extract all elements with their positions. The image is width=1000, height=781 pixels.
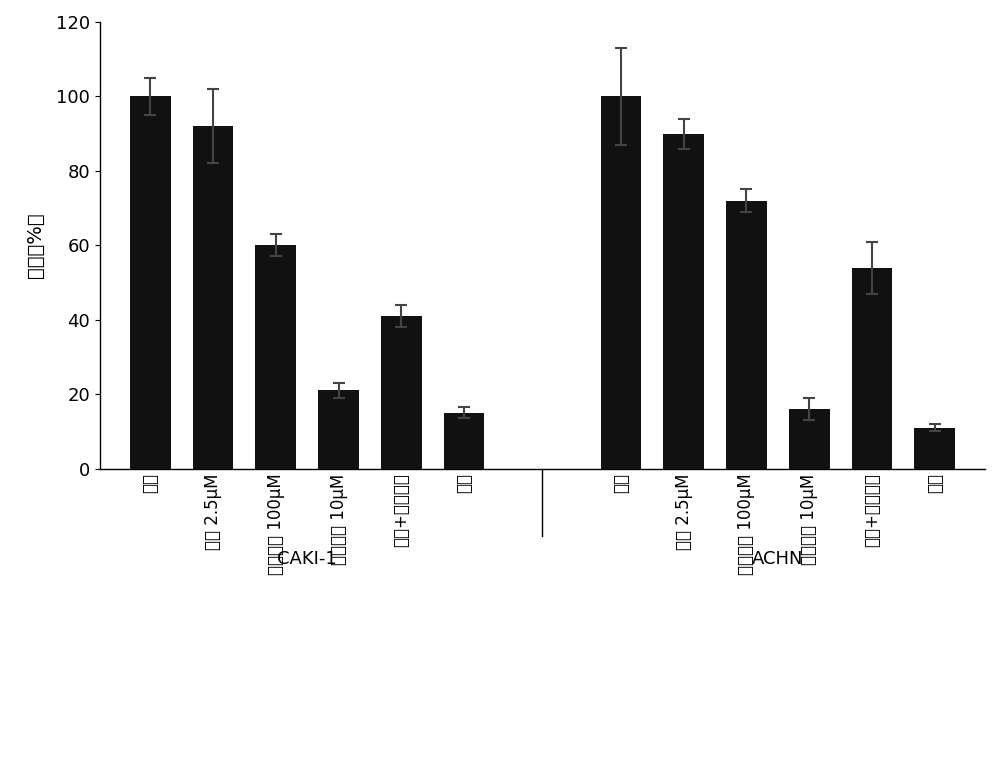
Bar [444,413,484,469]
Text: ACHN: ACHN [752,551,804,569]
Text: CAKI-1: CAKI-1 [277,551,337,569]
Bar [193,127,233,469]
Bar [663,134,704,469]
Bar [601,96,641,469]
Bar [255,245,296,469]
Bar [381,316,422,469]
Bar [914,428,955,469]
Bar [852,268,892,469]
Bar [130,96,171,469]
Bar [726,201,767,469]
Y-axis label: 增殖（%）: 增殖（%） [26,212,45,278]
Bar [318,390,359,469]
Bar [789,409,830,469]
